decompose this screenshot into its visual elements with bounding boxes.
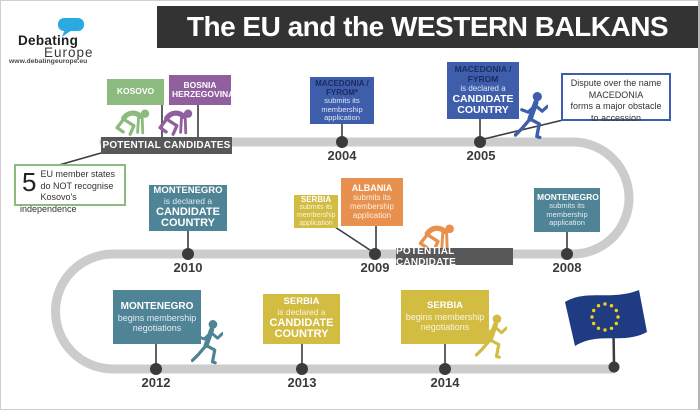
year-2014: 2014 — [430, 375, 460, 390]
event-serbia-2013: SERBIA is declared a CANDIDATE COUNTRY — [263, 294, 340, 344]
event-body: submits its membership application — [546, 201, 588, 228]
running-figure-icon-macedonia — [515, 92, 547, 137]
event-title: SERBIA — [283, 296, 320, 308]
event-mid: is declared a — [460, 83, 506, 93]
page-title: The EU and the WESTERN BALKANS — [157, 6, 698, 48]
event-body: begins membership negotiations — [405, 312, 485, 333]
event-title: MONTENEGRO — [120, 301, 194, 313]
note-line: EU member states — [40, 169, 115, 179]
label-potential-candidate: POTENTIAL CANDIDATE — [396, 246, 513, 268]
logo-name-top: Debating — [18, 33, 79, 48]
event-strong: CANDIDATE COUNTRY — [269, 316, 334, 341]
event-title: SERBIA — [300, 195, 332, 205]
event-body: submits its membership application — [297, 204, 336, 228]
event-strong: CANDIDATE COUNTRY — [156, 205, 220, 230]
event-albania-2009: ALBANIA submits its membership applicati… — [341, 178, 403, 226]
event-macedonia-2004: MACEDONIA / FYROM* submits its membershi… — [310, 77, 374, 124]
year-2004: 2004 — [327, 148, 357, 163]
event-title: MONTENEGRO — [537, 191, 599, 202]
event-bosnia: BOSNIA HERZEGOVINA — [169, 75, 235, 105]
event-montenegro-2010: MONTENEGRO is declared a CANDIDATE COUNT… — [149, 185, 227, 231]
event-mid: is declared a — [277, 307, 326, 318]
eu-flag-icon — [565, 290, 647, 364]
event-serbia-2009: SERBIA submits its membership applicatio… — [294, 195, 338, 228]
year-2009: 2009 — [360, 260, 390, 275]
timeline-track — [51, 137, 634, 374]
event-title: MONTENEGRO — [153, 185, 223, 197]
logo: Debating Europe www.debatingeurope.eu — [1, 1, 141, 71]
year-2010: 2010 — [173, 260, 203, 275]
crouching-sprinter-icon-bosnia — [160, 109, 192, 134]
note-kosovo-recognition: 5 EU member states do NOT recognise Koso… — [14, 164, 126, 214]
event-serbia-2014: SERBIA begins membership negotiations — [401, 290, 489, 344]
note-line: to accession — [590, 112, 642, 123]
speech-bubble-icon — [58, 18, 84, 37]
timeline-dots — [150, 136, 620, 375]
event-title: BOSNIA HERZEGOVINA — [172, 79, 235, 99]
event-strong: CANDIDATE COUNTRY — [452, 92, 514, 116]
event-title: SERBIA — [427, 300, 463, 312]
note-line: Dispute over the name — [570, 78, 662, 88]
year-2008: 2008 — [552, 260, 582, 275]
event-title: KOSOVO — [116, 86, 155, 97]
label-potential-candidates: POTENTIAL CANDIDATES — [101, 137, 232, 154]
note-line: MACEDONIA — [588, 89, 644, 100]
year-2013: 2013 — [287, 375, 317, 390]
event-title: ALBANIA — [351, 183, 393, 194]
event-montenegro-2012: MONTENEGRO begins membership negotiation… — [113, 290, 201, 344]
note-name-dispute: Dispute over the name MACEDONIA forms a … — [561, 73, 671, 123]
event-title: MACEDONIA / FYROM — [454, 64, 512, 84]
event-mid: is declared a — [163, 196, 213, 207]
note-big-number: 5 — [22, 167, 37, 197]
event-kosovo: KOSOVO — [107, 79, 164, 105]
event-body: begins membership negotiations — [117, 312, 197, 333]
logo-name-bottom: Europe — [44, 45, 94, 60]
logo-url: www.debatingeurope.eu — [9, 58, 88, 65]
year-2005: 2005 — [466, 148, 496, 163]
event-body: submits its membership application — [321, 96, 363, 122]
note-line: do NOT recognise — [40, 180, 114, 191]
note-line: Kosovo's independence — [20, 192, 77, 215]
event-macedonia-2005: MACEDONIA / FYROM is declared a CANDIDAT… — [447, 62, 519, 119]
event-body: submits its membership application — [349, 192, 394, 220]
crouching-sprinter-icon-kosovo — [117, 109, 149, 134]
note-line: forms a major obstacle — [570, 101, 662, 112]
year-2012: 2012 — [141, 375, 171, 390]
event-title: MACEDONIA / FYROM* — [315, 78, 369, 97]
event-montenegro-2008: MONTENEGRO submits its membership applic… — [534, 188, 600, 232]
